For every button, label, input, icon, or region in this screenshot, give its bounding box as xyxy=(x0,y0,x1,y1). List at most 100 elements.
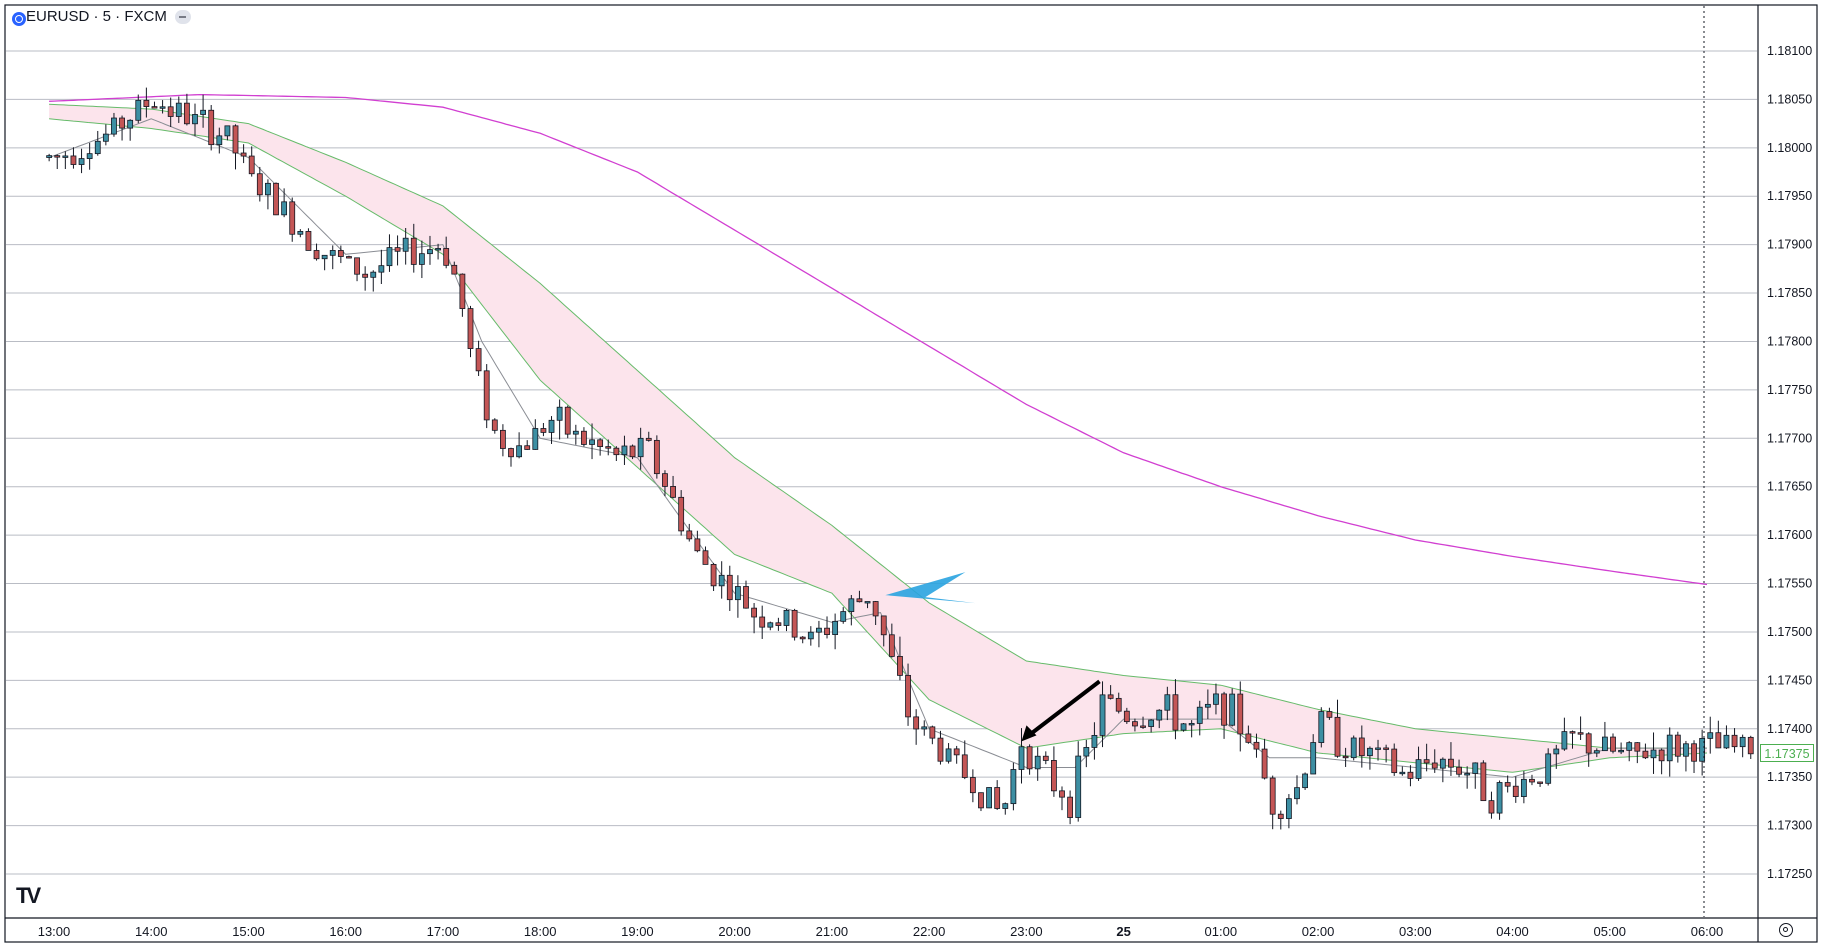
candle xyxy=(548,416,555,444)
candle xyxy=(1504,775,1511,793)
candle xyxy=(581,427,587,447)
y-tick-label: 1.17600 xyxy=(1767,528,1812,542)
remove-icon[interactable] xyxy=(174,9,191,24)
blue-arrow-annotation xyxy=(885,572,976,604)
candle xyxy=(1059,786,1065,811)
candle xyxy=(572,424,579,445)
candle xyxy=(491,418,498,434)
y-tick-label: 1.17650 xyxy=(1767,480,1812,494)
candle xyxy=(1634,742,1641,764)
candle xyxy=(1691,740,1697,773)
candle xyxy=(1172,679,1179,740)
candle xyxy=(305,228,312,251)
candle xyxy=(1018,728,1025,784)
candle xyxy=(807,626,814,646)
candle xyxy=(443,236,450,269)
candle xyxy=(427,235,433,265)
candle xyxy=(1253,733,1260,758)
candle xyxy=(799,636,806,644)
candle xyxy=(1123,707,1130,724)
band-lower-line xyxy=(49,118,1708,773)
y-tick-label: 1.17300 xyxy=(1767,819,1812,833)
candle xyxy=(459,273,466,317)
x-tick-label: 22:00 xyxy=(913,924,946,939)
candle xyxy=(824,616,830,639)
candle xyxy=(1326,707,1333,720)
candle xyxy=(1188,720,1195,738)
globe-icon xyxy=(12,12,26,26)
candle xyxy=(111,112,117,137)
tradingview-logo-icon: TV xyxy=(16,883,41,908)
candle xyxy=(1391,743,1398,776)
candle xyxy=(597,438,604,456)
candle xyxy=(1399,766,1406,776)
candle xyxy=(645,431,652,442)
candle xyxy=(888,623,895,658)
candle xyxy=(621,435,628,465)
candle xyxy=(1715,720,1722,749)
candle xyxy=(1204,689,1211,720)
symbol-header[interactable]: EURUSD · 5 · FXCM xyxy=(26,8,191,25)
candle xyxy=(1310,734,1317,775)
x-tick-label: 18:00 xyxy=(524,924,557,939)
candle xyxy=(1075,741,1082,822)
indicator-lines xyxy=(48,93,1708,778)
candle xyxy=(1107,685,1114,700)
candle xyxy=(856,590,863,603)
candle xyxy=(297,229,304,238)
candle xyxy=(775,617,782,631)
candle xyxy=(670,475,676,499)
candle xyxy=(1699,729,1706,776)
candle xyxy=(1164,686,1171,721)
candle xyxy=(94,130,101,156)
candle xyxy=(1221,691,1227,739)
candle xyxy=(1010,762,1017,811)
candle xyxy=(183,93,190,126)
candle xyxy=(1569,730,1576,749)
candle xyxy=(718,561,725,599)
candle xyxy=(880,615,887,647)
candles[interactable] xyxy=(46,87,1754,830)
candle xyxy=(1034,747,1041,781)
chart-frame xyxy=(4,4,1818,943)
candle xyxy=(1051,746,1057,797)
ema-slow-line xyxy=(49,93,1708,586)
candle xyxy=(540,422,547,437)
x-tick-label: 15:00 xyxy=(232,924,265,939)
candle xyxy=(1294,775,1300,805)
candle xyxy=(467,305,474,358)
candle xyxy=(1723,725,1730,750)
candle xyxy=(1367,746,1373,770)
candle xyxy=(1561,717,1568,751)
x-tick-label: 16:00 xyxy=(329,924,362,939)
candle xyxy=(694,530,701,553)
y-tick-label: 1.17700 xyxy=(1767,431,1812,445)
x-tick-label: 06:00 xyxy=(1691,924,1724,939)
candle xyxy=(200,94,206,128)
settings-icon[interactable] xyxy=(1779,923,1793,937)
candle xyxy=(1650,732,1657,774)
x-tick-label: 17:00 xyxy=(427,924,460,939)
time-axis[interactable]: 13:00 14:00 15:00 16:00 17:00 18:00 19:00 20:00… xyxy=(38,924,1724,939)
candle xyxy=(1464,766,1471,789)
candle xyxy=(961,740,968,780)
candle xyxy=(1002,802,1009,815)
candle xyxy=(1067,790,1074,825)
candle xyxy=(354,257,360,282)
candle xyxy=(500,424,506,457)
candle xyxy=(751,603,757,634)
x-tick-label: 19:00 xyxy=(621,924,654,939)
candle xyxy=(1099,681,1106,748)
price-axis[interactable]: 1.18100 1.18050 1.18000 1.17950 1.17900 1.178… xyxy=(1767,44,1812,881)
candle xyxy=(637,427,644,470)
candle xyxy=(986,787,992,809)
candle xyxy=(743,580,749,609)
ema-fast-line xyxy=(48,118,1707,778)
candle xyxy=(143,87,150,118)
candle xyxy=(1626,741,1633,762)
y-tick-label: 1.17400 xyxy=(1767,722,1812,736)
candle xyxy=(1512,776,1519,803)
candle xyxy=(402,228,409,265)
candle xyxy=(1318,707,1325,748)
